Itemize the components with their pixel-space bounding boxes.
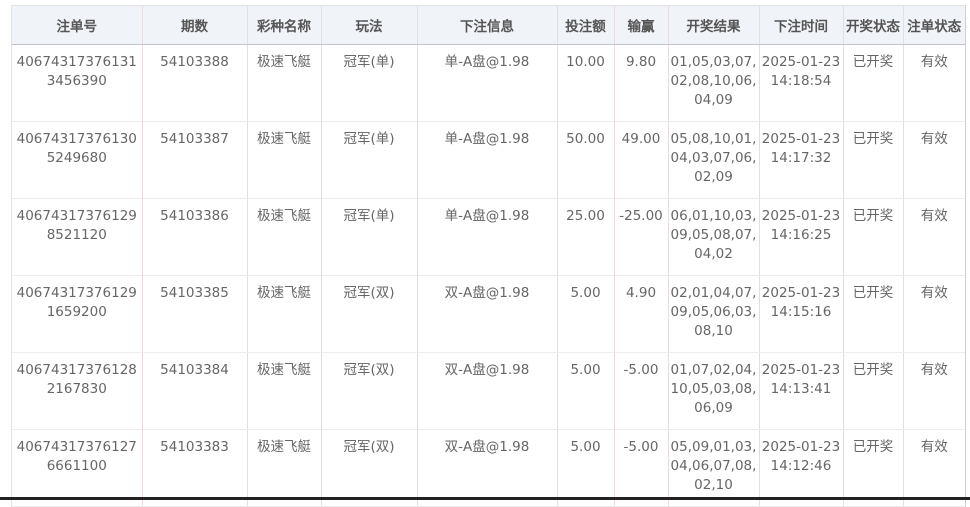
cell-bet-time: 2025-01-23 14:15:16 [759,275,844,353]
column-header-win-loss[interactable]: 输赢 [614,6,669,45]
cell-period: 54103388 [142,44,248,122]
column-header-draw-result[interactable]: 开奖结果 [668,6,760,45]
cell-bet-info: 单-A盘@1.98 [417,44,558,122]
cell-order-number: 406743173761298521120 [12,198,143,276]
cell-win-loss: -25.00 [614,198,669,276]
column-header-bet-time[interactable]: 下注时间 [759,6,844,45]
table-header-row: 注单号 期数 彩种名称 玩法 下注信息 投注额 输赢 开奖结果 下注时间 开奖状态 注单状态 [12,6,965,45]
cell-lottery-name: 极速飞艇 [247,352,322,430]
cell-draw-status: 已开奖 [843,121,904,199]
cell-period: 54103387 [142,121,248,199]
cell-play-type: 冠军(单) [321,121,418,199]
cell-order-status: 有效 [903,198,965,276]
column-header-lottery-name[interactable]: 彩种名称 [247,6,322,45]
cell-draw-result: 05,09,01,03,04,06,07,08,02,10 [668,429,760,507]
cell-bet-amount: 10.00 [557,44,615,122]
cell-bet-amount: 5.00 [557,275,615,353]
cell-order-status: 有效 [903,121,965,199]
cell-lottery-name: 极速飞艇 [247,275,322,353]
table-row[interactable]: 406743173761305249680 54103387 极速飞艇 冠军(单) 单-… [12,121,965,199]
cell-order-number: 406743173761282167830 [12,352,143,430]
cell-win-loss: -5.00 [614,429,669,507]
cell-bet-info: 单-A盘@1.98 [417,121,558,199]
table-row[interactable]: 406743173761276661100 54103383 极速飞艇 冠军(双) 双-… [12,429,965,507]
cell-win-loss: -5.00 [614,352,669,430]
cell-play-type: 冠军(双) [321,275,418,353]
cell-draw-status: 已开奖 [843,44,904,122]
cell-order-number: 406743173761313456390 [12,44,143,122]
cell-period: 54103384 [142,352,248,430]
cell-lottery-name: 极速飞艇 [247,121,322,199]
cell-win-loss: 4.90 [614,275,669,353]
column-header-order-number[interactable]: 注单号 [12,6,143,45]
table-row[interactable]: 406743173761291659200 54103385 极速飞艇 冠军(双) 双-… [12,275,965,353]
cell-win-loss: 9.80 [614,44,669,122]
cell-order-status: 有效 [903,352,965,430]
cell-draw-status: 已开奖 [843,429,904,507]
cell-bet-amount: 5.00 [557,352,615,430]
cell-bet-time: 2025-01-23 14:13:41 [759,352,844,430]
cell-lottery-name: 极速飞艇 [247,44,322,122]
cell-bet-amount: 50.00 [557,121,615,199]
cell-order-number: 406743173761276661100 [12,429,143,507]
column-header-bet-amount[interactable]: 投注额 [557,6,615,45]
bet-records-table-container: 注单号 期数 彩种名称 玩法 下注信息 投注额 输赢 开奖结果 下注时间 开奖状态 注单状态 406… [11,5,966,507]
column-header-bet-info[interactable]: 下注信息 [417,6,558,45]
column-header-order-status[interactable]: 注单状态 [903,6,965,45]
cell-bet-info: 单-A盘@1.98 [417,198,558,276]
table-row[interactable]: 406743173761313456390 54103388 极速飞艇 冠军(单) 单-… [12,44,965,122]
cell-play-type: 冠军(单) [321,44,418,122]
cell-play-type: 冠军(单) [321,198,418,276]
cell-draw-status: 已开奖 [843,198,904,276]
table-row[interactable]: 406743173761298521120 54103386 极速飞艇 冠军(单) 单-… [12,198,965,276]
cell-bet-time: 2025-01-23 14:16:25 [759,198,844,276]
cell-period: 54103385 [142,275,248,353]
cell-bet-info: 双-A盘@1.98 [417,429,558,507]
column-header-play-type[interactable]: 玩法 [321,6,418,45]
cell-play-type: 冠军(双) [321,429,418,507]
cell-draw-result: 05,08,10,01,04,03,07,06,02,09 [668,121,760,199]
cell-bet-time: 2025-01-23 14:18:54 [759,44,844,122]
cell-period: 54103386 [142,198,248,276]
bottom-border [0,497,970,500]
cell-order-status: 有效 [903,44,965,122]
cell-bet-time: 2025-01-23 14:17:32 [759,121,844,199]
table-row[interactable]: 406743173761282167830 54103384 极速飞艇 冠军(双) 双-… [12,352,965,430]
bet-records-table: 注单号 期数 彩种名称 玩法 下注信息 投注额 输赢 开奖结果 下注时间 开奖状态 注单状态 406… [12,6,965,507]
cell-draw-status: 已开奖 [843,352,904,430]
column-header-period[interactable]: 期数 [142,6,248,45]
cell-bet-amount: 5.00 [557,429,615,507]
cell-order-status: 有效 [903,275,965,353]
cell-bet-time: 2025-01-23 14:12:46 [759,429,844,507]
cell-lottery-name: 极速飞艇 [247,429,322,507]
cell-draw-result: 06,01,10,03,09,05,08,07,04,02 [668,198,760,276]
cell-draw-result: 01,05,03,07,02,08,10,06,04,09 [668,44,760,122]
cell-period: 54103383 [142,429,248,507]
cell-order-status: 有效 [903,429,965,507]
cell-order-number: 406743173761291659200 [12,275,143,353]
cell-draw-result: 02,01,04,07,09,05,06,03,08,10 [668,275,760,353]
cell-draw-result: 01,07,02,04,10,05,03,08,06,09 [668,352,760,430]
cell-draw-status: 已开奖 [843,275,904,353]
cell-order-number: 406743173761305249680 [12,121,143,199]
cell-bet-info: 双-A盘@1.98 [417,275,558,353]
cell-lottery-name: 极速飞艇 [247,198,322,276]
cell-win-loss: 49.00 [614,121,669,199]
cell-play-type: 冠军(双) [321,352,418,430]
cell-bet-info: 双-A盘@1.98 [417,352,558,430]
column-header-draw-status[interactable]: 开奖状态 [843,6,904,45]
cell-bet-amount: 25.00 [557,198,615,276]
